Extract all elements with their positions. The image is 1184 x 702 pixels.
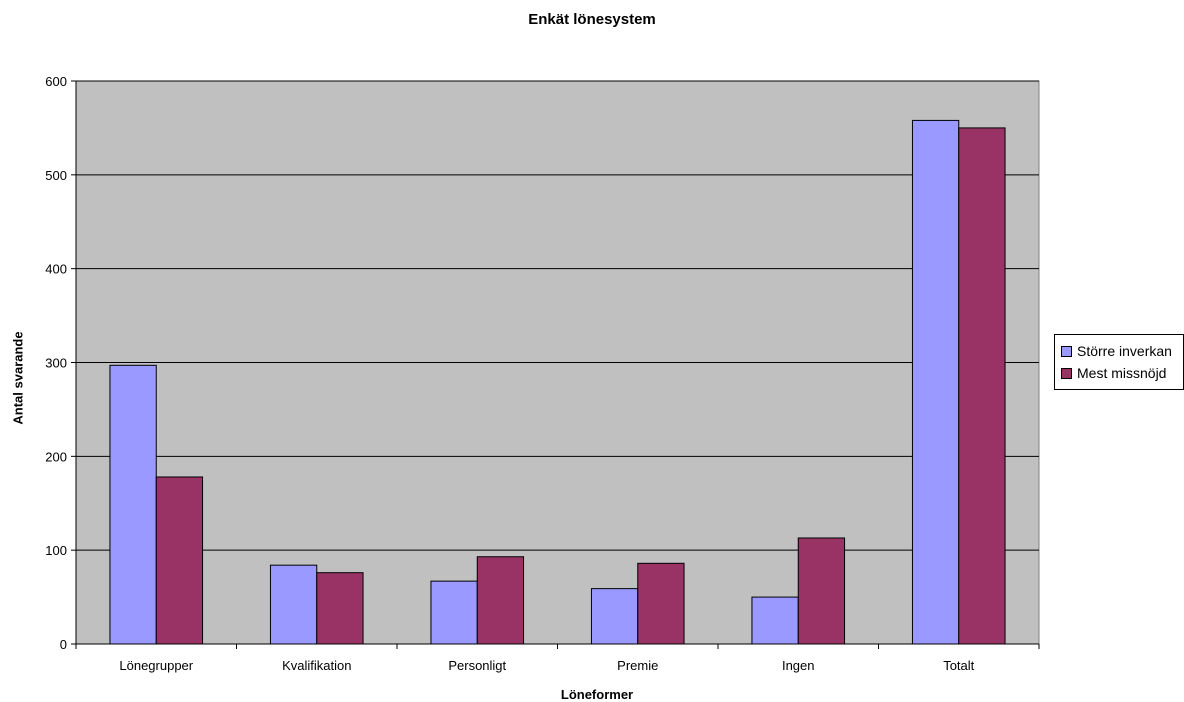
y-tick-label: 600 xyxy=(45,74,67,89)
legend-swatch-series-1 xyxy=(1061,345,1072,357)
legend-label-series-1: Större inverkan xyxy=(1077,343,1172,359)
x-tick-label: Personligt xyxy=(448,658,506,673)
legend: Större inverkan Mest missnöjd xyxy=(1054,334,1184,390)
x-tick-label: Totalt xyxy=(943,658,974,673)
bar xyxy=(797,537,846,645)
y-tick-label: 400 xyxy=(45,262,67,277)
legend-item-series-2: Mest missnöjd xyxy=(1061,363,1166,383)
bar xyxy=(476,556,525,645)
bar xyxy=(155,476,204,645)
x-tick-label: Lönegrupper xyxy=(119,658,193,673)
bar xyxy=(590,588,639,645)
x-tick-label: Premie xyxy=(617,658,658,673)
legend-label-series-2: Mest missnöjd xyxy=(1077,365,1167,381)
bar xyxy=(958,127,1006,645)
bar xyxy=(637,562,685,645)
y-tick-label: 100 xyxy=(45,543,67,558)
x-tick-label: Ingen xyxy=(782,658,815,673)
bar xyxy=(109,364,157,645)
x-axis-label: Löneformer xyxy=(560,687,634,702)
legend-swatch-series-2 xyxy=(1061,367,1072,379)
y-tick-label: 300 xyxy=(45,356,67,371)
y-tick-label: 200 xyxy=(45,449,67,464)
bar xyxy=(751,596,799,645)
bar xyxy=(316,572,364,645)
legend-item-series-1: Större inverkan xyxy=(1061,341,1172,361)
y-tick-label: 500 xyxy=(45,168,67,183)
bar xyxy=(269,564,318,645)
x-tick-label: Kvalifikation xyxy=(282,658,351,673)
bar xyxy=(911,119,960,645)
chart-title: Enkät lönesystem xyxy=(528,11,656,28)
y-tick-label: 0 xyxy=(60,637,67,652)
bar xyxy=(430,580,478,645)
